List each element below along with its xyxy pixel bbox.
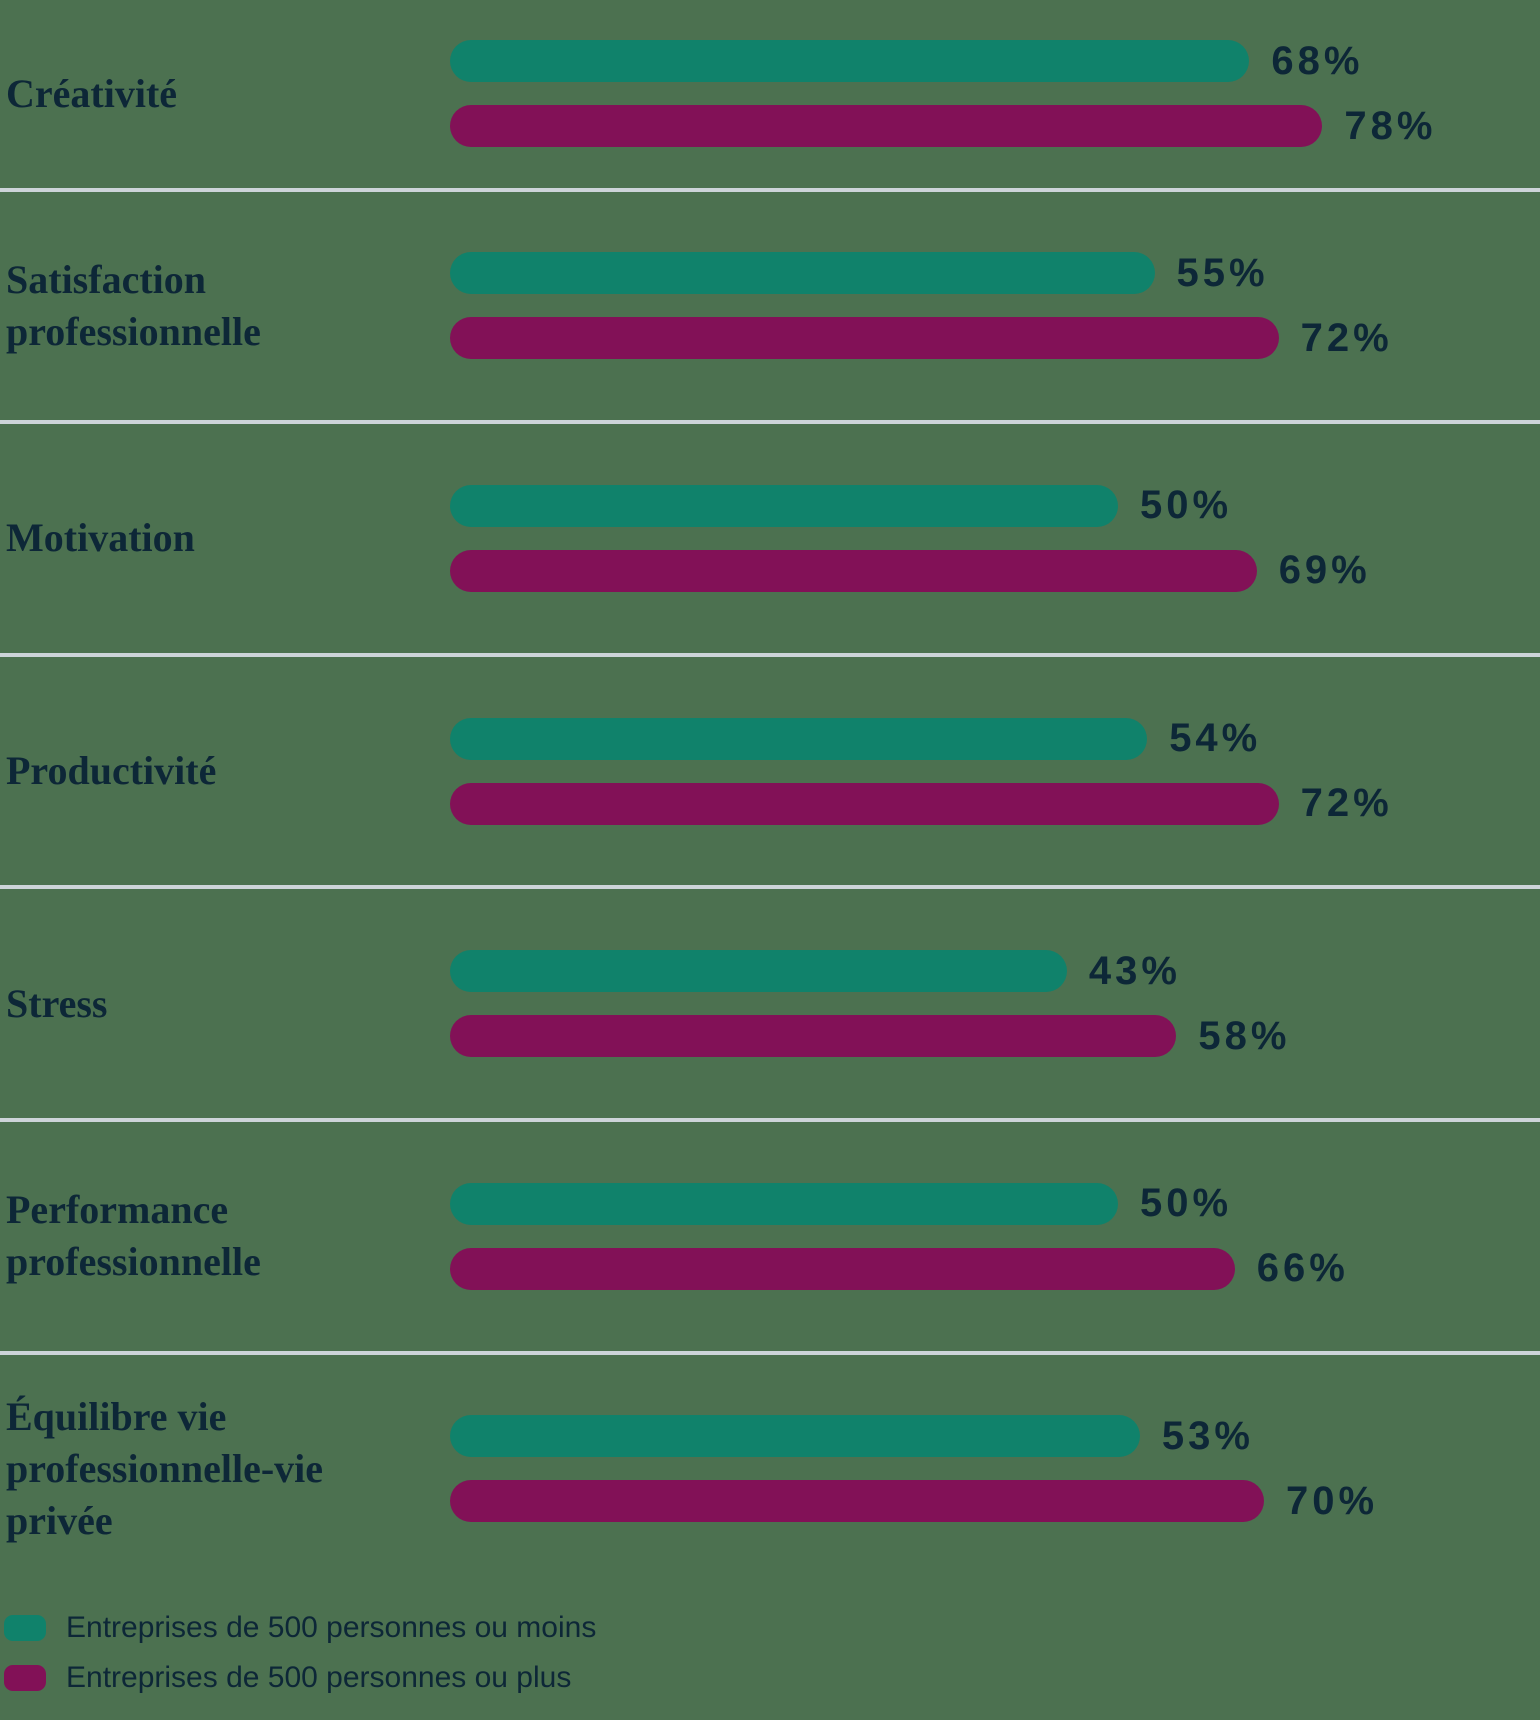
value-label: 53% bbox=[1161, 1413, 1254, 1458]
chart-legend: Entreprises de 500 personnes ou moins Ent… bbox=[0, 1611, 1540, 1695]
bar-line: 53% bbox=[450, 1414, 1540, 1459]
bar-series-smaller-companies bbox=[450, 717, 1148, 760]
bar-series-larger-companies bbox=[450, 1247, 1235, 1290]
category-label: Satisfaction professionnelle bbox=[6, 256, 261, 354]
bar-line: 50% bbox=[450, 1181, 1540, 1226]
legend-label: Entreprises de 500 personnes ou plus bbox=[66, 1661, 572, 1695]
category-label: Stress bbox=[6, 980, 108, 1026]
bar-line: 69% bbox=[450, 548, 1540, 593]
chart-row: Productivité 54% 72% bbox=[0, 652, 1540, 886]
bar-series-larger-companies bbox=[450, 105, 1323, 148]
bar-line: 50% bbox=[450, 483, 1540, 528]
bar-line: 68% bbox=[450, 39, 1540, 84]
bar-group: 50% 66% bbox=[450, 1181, 1540, 1291]
value-label: 66% bbox=[1256, 1246, 1349, 1291]
bar-series-smaller-companies bbox=[450, 252, 1155, 295]
category-label: Productivité bbox=[6, 748, 217, 794]
bar-series-larger-companies bbox=[450, 317, 1279, 360]
chart-row: Équilibre vie professionnelle-vie privée… bbox=[0, 1350, 1540, 1584]
bar-series-larger-companies bbox=[450, 782, 1279, 825]
value-label: 69% bbox=[1278, 548, 1371, 593]
bar-line: 72% bbox=[450, 781, 1540, 826]
bar-series-smaller-companies bbox=[450, 1415, 1140, 1458]
bar-series-smaller-companies bbox=[450, 40, 1250, 83]
bar-line: 72% bbox=[450, 316, 1540, 361]
bar-series-larger-companies bbox=[450, 1480, 1264, 1523]
chart-row: Créativité 68% 78% bbox=[0, 0, 1540, 188]
bar-line: 66% bbox=[450, 1246, 1540, 1291]
bar-group: 54% 72% bbox=[450, 716, 1540, 826]
bar-series-smaller-companies bbox=[450, 1182, 1118, 1225]
bar-line: 70% bbox=[450, 1479, 1540, 1524]
legend-swatch-magenta bbox=[4, 1665, 46, 1692]
chart-row: Motivation 50% 69% bbox=[0, 420, 1540, 653]
legend-item: Entreprises de 500 personnes ou moins bbox=[4, 1611, 1540, 1645]
bar-group: 68% 78% bbox=[450, 39, 1540, 149]
chart-rows: Créativité 68% 78% Satisfaction professionn… bbox=[0, 0, 1540, 1584]
legend-label: Entreprises de 500 personnes ou moins bbox=[66, 1611, 597, 1645]
value-label: 55% bbox=[1176, 250, 1269, 295]
value-label: 50% bbox=[1140, 1181, 1233, 1226]
bar-series-smaller-companies bbox=[450, 950, 1067, 993]
value-label: 58% bbox=[1198, 1013, 1291, 1058]
value-label: 72% bbox=[1300, 781, 1393, 826]
value-label: 78% bbox=[1344, 103, 1437, 148]
chart-row: Stress 43% 58% bbox=[0, 885, 1540, 1118]
bar-line: 58% bbox=[450, 1014, 1540, 1059]
bar-series-larger-companies bbox=[450, 549, 1257, 592]
bar-group: 53% 70% bbox=[450, 1414, 1540, 1524]
bar-group: 43% 58% bbox=[450, 949, 1540, 1059]
chart-row: Performance professionnelle 50% 66% bbox=[0, 1117, 1540, 1351]
category-label: Performance professionnelle bbox=[6, 1187, 261, 1285]
bar-series-larger-companies bbox=[450, 1015, 1177, 1058]
legend-swatch-teal bbox=[4, 1615, 46, 1642]
category-label: Équilibre vie professionnelle-vie privée bbox=[6, 1393, 324, 1543]
value-label: 72% bbox=[1300, 315, 1393, 360]
category-label: Créativité bbox=[6, 70, 178, 116]
bar-series-smaller-companies bbox=[450, 484, 1118, 527]
bar-line: 78% bbox=[450, 104, 1540, 149]
bar-group: 55% 72% bbox=[450, 251, 1540, 361]
bar-group: 50% 69% bbox=[450, 483, 1540, 593]
value-label: 68% bbox=[1271, 38, 1364, 83]
chart-row: Satisfaction professionnelle 55% 72% bbox=[0, 187, 1540, 421]
legend-item: Entreprises de 500 personnes ou plus bbox=[4, 1661, 1540, 1695]
value-label: 43% bbox=[1088, 948, 1181, 993]
bar-line: 54% bbox=[450, 716, 1540, 761]
value-label: 70% bbox=[1286, 1478, 1379, 1523]
bar-line: 43% bbox=[450, 949, 1540, 994]
value-label: 50% bbox=[1140, 483, 1233, 528]
value-label: 54% bbox=[1169, 716, 1262, 761]
bar-line: 55% bbox=[450, 251, 1540, 296]
category-label: Motivation bbox=[6, 515, 195, 561]
